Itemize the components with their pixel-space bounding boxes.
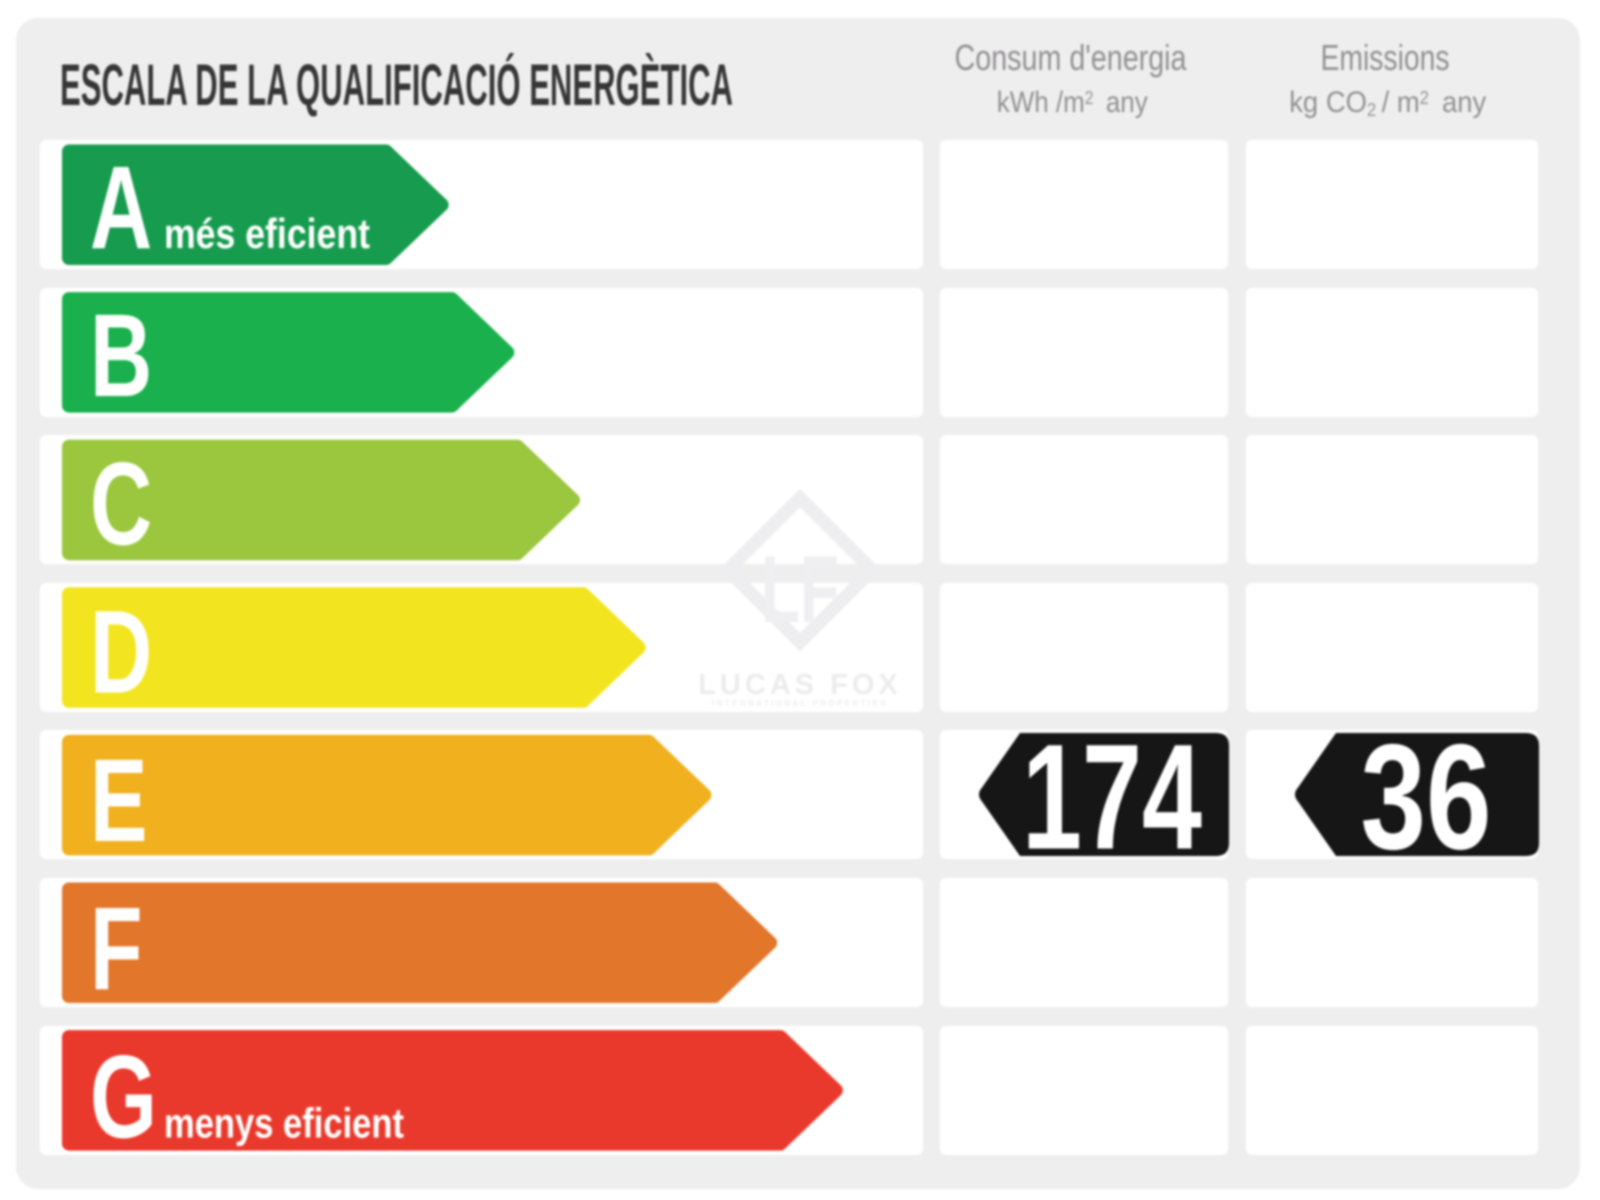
svg-text:menys eficient: menys eficient — [164, 1100, 404, 1147]
svg-text:D: D — [90, 587, 152, 719]
svg-text:174: 174 — [1022, 713, 1202, 881]
svg-text:INTERNATIONAL PROPERTIES: INTERNATIONAL PROPERTIES — [712, 699, 888, 708]
svg-text:F: F — [90, 883, 143, 1015]
svg-text:E: E — [90, 735, 148, 867]
svg-text:B: B — [90, 290, 152, 422]
svg-text:C: C — [90, 438, 152, 570]
svg-text:36: 36 — [1361, 713, 1492, 881]
svg-text:LUCAS FOX: LUCAS FOX — [698, 669, 902, 701]
svg-text:A: A — [90, 142, 152, 274]
svg-text:LF: LF — [761, 537, 839, 643]
svg-text:més eficient: més eficient — [164, 210, 370, 257]
svg-text:G: G — [90, 1032, 157, 1164]
